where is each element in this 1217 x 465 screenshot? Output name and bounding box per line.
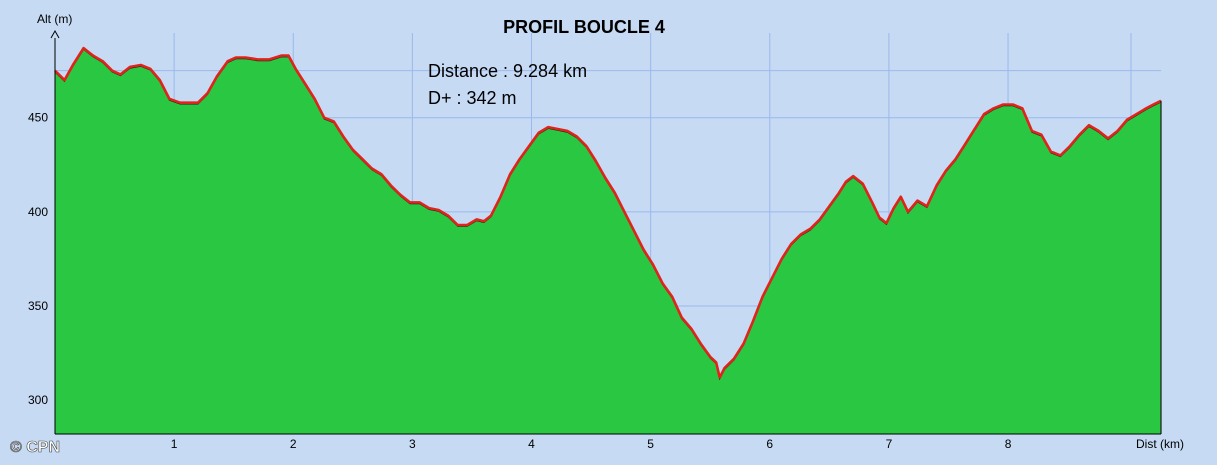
chart-title: PROFIL BOUCLE 4 [503, 17, 665, 37]
labels: PROFIL BOUCLE 4 Distance : 9.284 km D+ :… [10, 12, 1184, 456]
y-tick-label: 300 [28, 393, 48, 407]
elevation-area [55, 48, 1161, 434]
x-axis-title: Dist (km) [1136, 437, 1184, 451]
x-tick-label: 6 [766, 437, 773, 451]
area-layer [54, 46, 1162, 434]
x-tick-label: 3 [409, 437, 416, 451]
y-tick-label: 400 [28, 205, 48, 219]
axes: 1 2 3 4 5 6 7 8 300 350 400 450 [28, 29, 1161, 451]
x-tick-label: 1 [171, 437, 178, 451]
x-tick-label: 5 [647, 437, 654, 451]
copyright-watermark: © CPN [10, 439, 60, 456]
elevation-line [54, 46, 1162, 379]
x-tick-label: 8 [1005, 437, 1012, 451]
x-tick-label: 4 [528, 437, 535, 451]
y-tick-label: 450 [28, 111, 48, 125]
x-tick-label: 2 [290, 437, 297, 451]
y-tick-label: 350 [28, 299, 48, 313]
distance-annotation: Distance : 9.284 km [428, 61, 587, 81]
x-tick-label: 7 [886, 437, 893, 451]
y-axis-arrow-icon [50, 29, 60, 39]
elevation-gain-annotation: D+ : 342 m [428, 88, 517, 108]
y-axis-title: Alt (m) [37, 12, 72, 26]
